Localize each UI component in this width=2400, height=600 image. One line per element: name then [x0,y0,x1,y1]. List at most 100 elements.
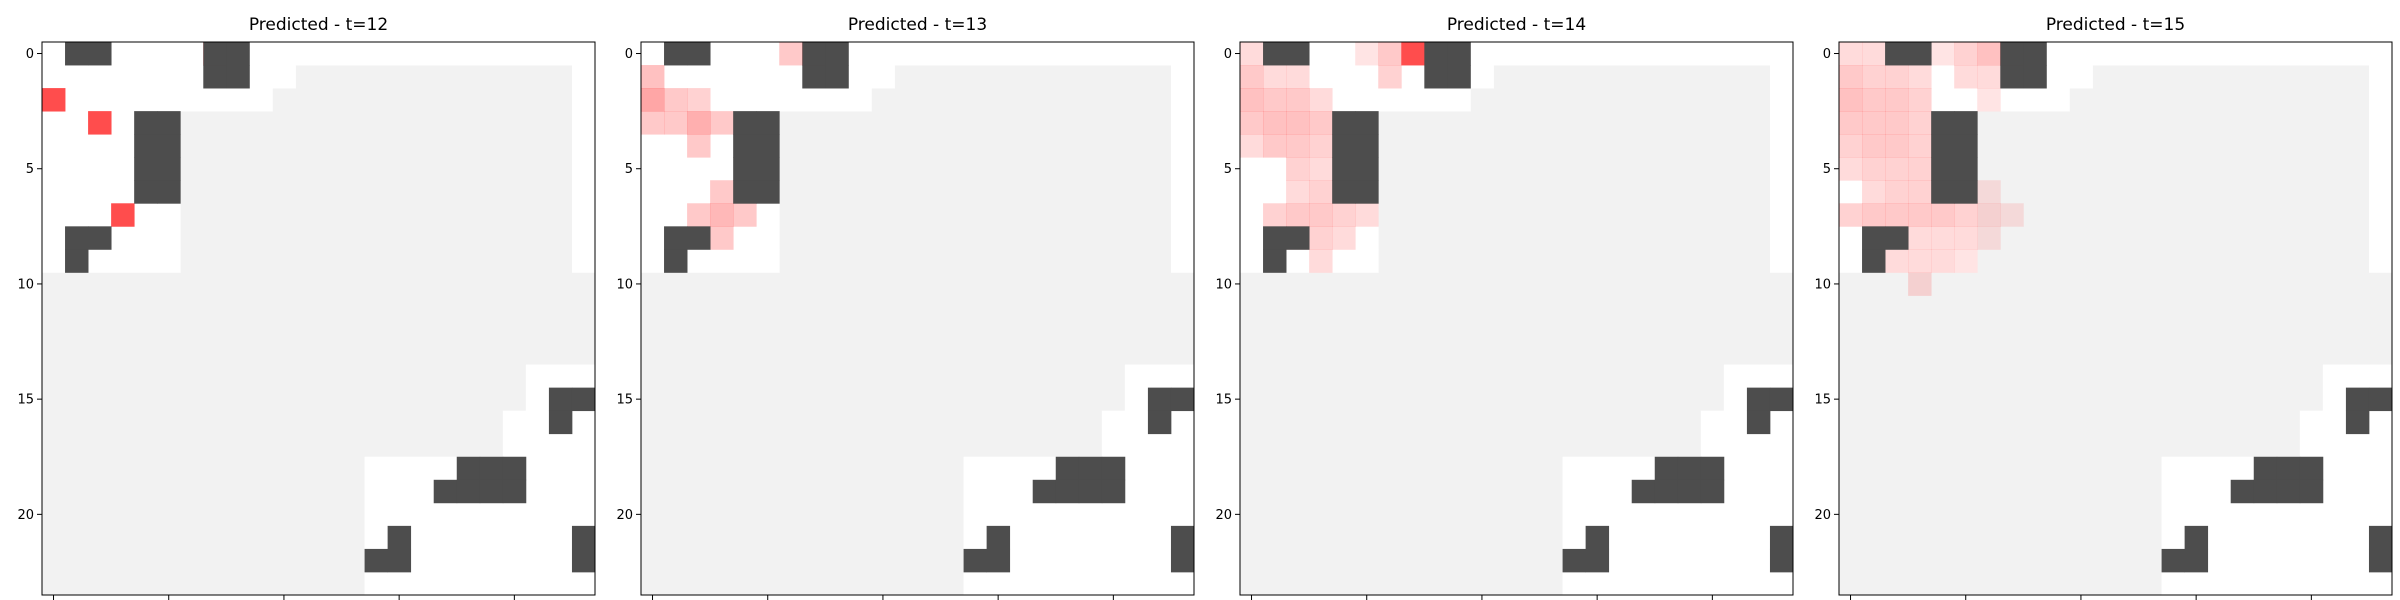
prediction-cell [687,134,711,158]
obstacle-cell [134,111,158,135]
prediction-cell [1862,157,1886,181]
free-cell-span [364,571,596,596]
obstacle-cell [2230,479,2255,504]
prediction-cell [664,88,688,112]
obstacle-cell [733,111,757,135]
free-cell-span [2368,111,2393,135]
obstacle-cell [2184,525,2209,550]
free-cell-span [1170,111,1195,135]
prediction-cell [641,111,665,135]
y-tick-label: 15 [616,393,633,408]
free-cell-span [1124,364,1195,389]
obstacle-cell [1355,180,1379,204]
obstacle-cell [1447,65,1471,89]
free-cell-span [641,42,1172,66]
free-cell-span [571,88,596,112]
obstacle-cell [479,456,504,481]
obstacle-cell [1769,548,1794,573]
free-cell-span [571,134,596,158]
obstacle-cell [2000,65,2024,89]
obstacle-cell [1954,111,1978,135]
prediction-cell [1931,42,1955,66]
prediction-cell [1286,88,1310,112]
prediction-cell [710,203,734,227]
free-cell-span [2161,548,2393,573]
free-cell-span [1769,111,1794,135]
free-cell-span [2368,65,2393,89]
prediction-cell [1378,65,1402,89]
free-cell-span [2322,364,2393,389]
prediction-cell [1309,226,1333,250]
obstacle-cell [571,525,596,550]
free-cell-span [963,548,1195,573]
panel-title: Predicted - t=14 [1447,15,1586,35]
obstacle-cell [1931,134,1955,158]
free-cell-span [2368,88,2393,112]
obstacle-cell [1170,387,1195,412]
prediction-cell [1286,203,1310,227]
axes-frame [640,41,1195,596]
prediction-cell [1839,203,1863,227]
obstacle-cell [1170,548,1195,573]
obstacle-cell [134,157,158,181]
obstacle-cell [157,180,181,204]
obstacle-cell [364,548,389,573]
free-cell-span [963,502,1195,527]
free-cell-span [1170,249,1195,273]
free-cell-span [571,65,596,89]
obstacle-cell [1862,226,1886,250]
prediction-cell [1240,111,1264,135]
obstacle-cell [756,111,780,135]
y-tick-label: 20 [1814,508,1831,523]
prediction-cell [1954,249,1978,273]
prediction-cell [88,111,112,135]
prediction-cell [1977,203,2001,227]
prediction-cell [1908,180,1932,204]
free-cell-span [571,42,596,66]
axes-frame [1239,41,1794,596]
y-tick-label: 5 [625,162,633,177]
y-tick-label: 20 [1215,508,1232,523]
prediction-cell [733,203,757,227]
obstacle-cell [733,180,757,204]
free-cell-span [571,203,596,227]
prediction-cell [1240,42,1264,66]
obstacle-cell [2368,525,2393,550]
free-cell-span [1170,65,1195,89]
obstacle-cell [1447,42,1471,66]
obstacle-cell [2368,548,2393,573]
obstacle-cell [1355,157,1379,181]
obstacle-cell [1769,525,1794,550]
prediction-cell [1977,226,2001,250]
obstacle-cell [502,479,527,504]
prediction-cell [1977,180,2001,204]
obstacle-cell [1908,42,1932,66]
free-cell-span [2368,203,2393,227]
prediction-cell [111,203,135,227]
obstacle-cell [548,410,573,435]
prediction-cell [1309,134,1333,158]
prediction-cell [1931,203,1955,227]
obstacle-cell [1078,479,1103,504]
obstacle-cell [387,525,412,550]
prediction-cell [1885,134,1909,158]
prediction-cell [1954,226,1978,250]
prediction-cell [1885,88,1909,112]
free-cell-span [2161,502,2393,527]
prediction-cell [1286,180,1310,204]
obstacle-cell [1585,525,1610,550]
obstacle-cell [1101,456,1126,481]
free-cell-span [571,111,596,135]
prediction-cell [1286,111,1310,135]
prediction-cell [1931,249,1955,273]
obstacle-cell [1677,479,1702,504]
prediction-cell [1839,88,1863,112]
prediction-cell [1908,203,1932,227]
free-cell-span [364,548,596,573]
free-cell-span [2299,433,2393,458]
y-tick-label: 5 [26,162,34,177]
obstacle-cell [1654,456,1679,481]
prediction-cell [1309,157,1333,181]
y-tick-label: 15 [1814,393,1831,408]
obstacle-cell [1862,249,1886,273]
